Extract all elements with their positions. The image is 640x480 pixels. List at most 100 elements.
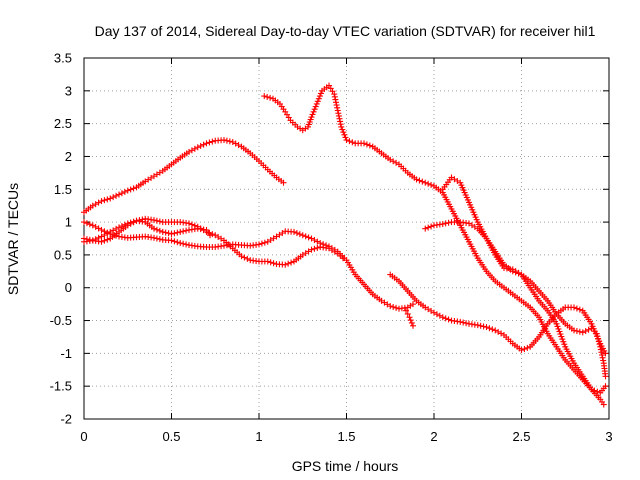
data-point [280,179,287,186]
sample-marker [339,126,346,133]
data-point [98,238,105,245]
data-point [602,350,609,357]
sample-marker [460,319,467,326]
sample-marker [346,138,353,145]
sample-marker [258,240,265,247]
y-axis-label: SDTVAR / TECUs [5,183,21,295]
sample-marker [183,227,190,234]
sample-marker [121,188,128,195]
y-tick-label: 1 [65,215,72,230]
sample-marker [83,220,90,227]
data-point [194,144,201,151]
data-point [483,324,490,331]
data-point [151,234,157,241]
sample-marker [573,328,580,335]
data-point [291,228,297,235]
sample-marker [463,320,470,327]
x-tick-label: 3 [605,429,612,444]
data-point [602,383,609,390]
data-point [602,373,609,380]
sample-marker [101,237,108,244]
data-point [571,304,577,311]
x-tick-label: 0.5 [162,429,180,444]
sample-marker [241,254,248,261]
sample-marker [315,95,322,102]
data-point [261,93,268,100]
sample-marker [585,326,592,333]
y-tick-label: 3.5 [54,51,72,66]
data-point [600,401,607,408]
sample-marker [335,112,342,119]
sample-marker [335,110,342,117]
series-track-8 [387,271,609,357]
sample-marker [489,326,496,333]
sample-marker [337,118,344,125]
x-axis-label: GPS time / hours [292,458,399,474]
sample-marker [171,238,178,245]
sample-marker [130,185,137,192]
data-point [403,307,409,314]
y-tick-label: 2 [65,149,72,164]
sample-marker [428,223,435,230]
sample-marker [174,229,181,236]
sample-marker [113,192,120,199]
sample-marker [180,240,187,247]
y-tick-label: -0.5 [50,313,72,328]
sample-marker [333,99,339,106]
sample-marker [267,259,274,266]
sample-marker [101,197,108,204]
sample-marker [366,142,373,149]
data-point [221,137,227,144]
series-track-9 [403,307,416,329]
sample-marker [419,178,426,185]
sample-marker [445,316,452,323]
sample-marker [363,141,370,148]
data-point [331,91,338,98]
data-point [422,225,429,232]
y-tick-label: -1 [60,346,72,361]
y-tick-label: 1.5 [54,182,72,197]
sample-marker [127,186,134,193]
sample-marker [349,139,356,146]
y-tick-label: -1.5 [50,379,72,394]
x-tick-label: 2 [430,429,437,444]
data-point [151,225,157,232]
sample-marker [560,338,567,345]
sample-marker [404,310,411,317]
sample-marker [153,226,160,233]
sample-marker [445,219,452,226]
sample-marker [428,181,435,188]
sample-marker [556,328,563,335]
sample-marker [314,244,321,251]
sample-marker [557,331,564,338]
data-point [474,322,481,329]
sample-marker [183,241,190,248]
data-point [387,303,394,310]
sample-marker [334,104,341,111]
sample-marker [390,303,397,310]
series-track-7 [422,219,609,396]
sample-marker [209,138,216,145]
sample-marker [156,236,163,243]
series-track-1 [81,137,287,216]
data-point [361,140,367,147]
data-point [159,228,166,235]
sample-marker [407,317,414,324]
data-point [334,107,341,114]
sample-marker [180,228,187,235]
chart-title: Day 137 of 2014, Sidereal Day-to-day VTE… [95,23,596,39]
sample-marker [576,306,583,313]
sample-marker [293,230,300,237]
sample-marker [310,108,317,115]
sample-marker [206,139,213,146]
sample-marker [591,387,598,394]
sample-marker [582,328,589,335]
data-point [518,347,525,354]
sample-marker [573,305,580,312]
sample-marker [524,344,531,351]
data-point [299,232,306,239]
sample-marker [153,235,160,242]
sample-marker [342,134,349,141]
data-point [410,322,416,329]
data-point [81,219,87,226]
